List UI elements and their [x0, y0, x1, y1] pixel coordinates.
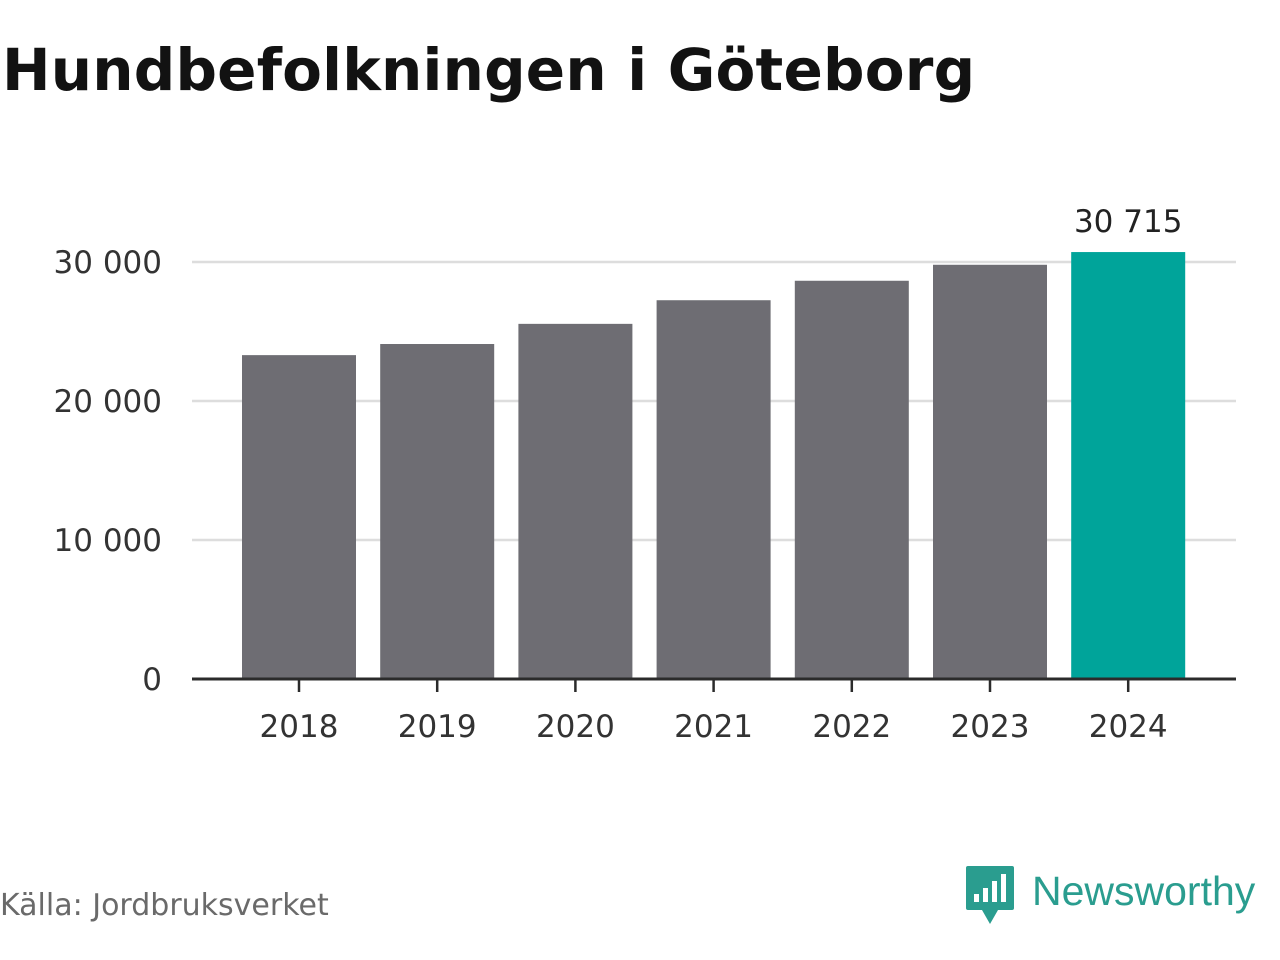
- bar-2021: [656, 300, 771, 679]
- x-tick-label: 2018: [260, 709, 339, 745]
- x-tick-label: 2019: [398, 709, 477, 745]
- bar-2023: [933, 264, 1047, 679]
- chart-title: Hundbefolkningen i Göteborg: [2, 36, 976, 104]
- bar-2018: [242, 355, 356, 679]
- bar-2019: [380, 344, 495, 679]
- newsworthy-logo-icon: [966, 866, 1014, 924]
- bar-chart: 0 10 000 20 000 30 000 2018 2019 2020 2021 2022 2…: [54, 204, 1236, 745]
- source-note: Källa: Jordbruksverket: [0, 888, 329, 923]
- bar-2022: [794, 280, 909, 679]
- y-tick-label: 30 000: [54, 245, 162, 281]
- y-tick-label: 10 000: [54, 523, 162, 559]
- bar-2024: [1071, 252, 1186, 679]
- x-tick-label: 2020: [536, 709, 615, 745]
- bar-2020: [518, 323, 633, 679]
- brand-name: Newsworthy: [1032, 867, 1256, 914]
- x-tick-label: 2024: [1089, 709, 1168, 745]
- x-tick-label: 2022: [812, 709, 891, 745]
- x-tick-label: 2023: [951, 709, 1030, 745]
- y-tick-label: 0: [142, 662, 162, 698]
- brand-logo: Newsworthy: [964, 864, 1255, 928]
- y-tick-label: 20 000: [54, 384, 162, 420]
- x-tick-label: 2021: [674, 709, 753, 745]
- data-label: 30 715: [1074, 204, 1182, 240]
